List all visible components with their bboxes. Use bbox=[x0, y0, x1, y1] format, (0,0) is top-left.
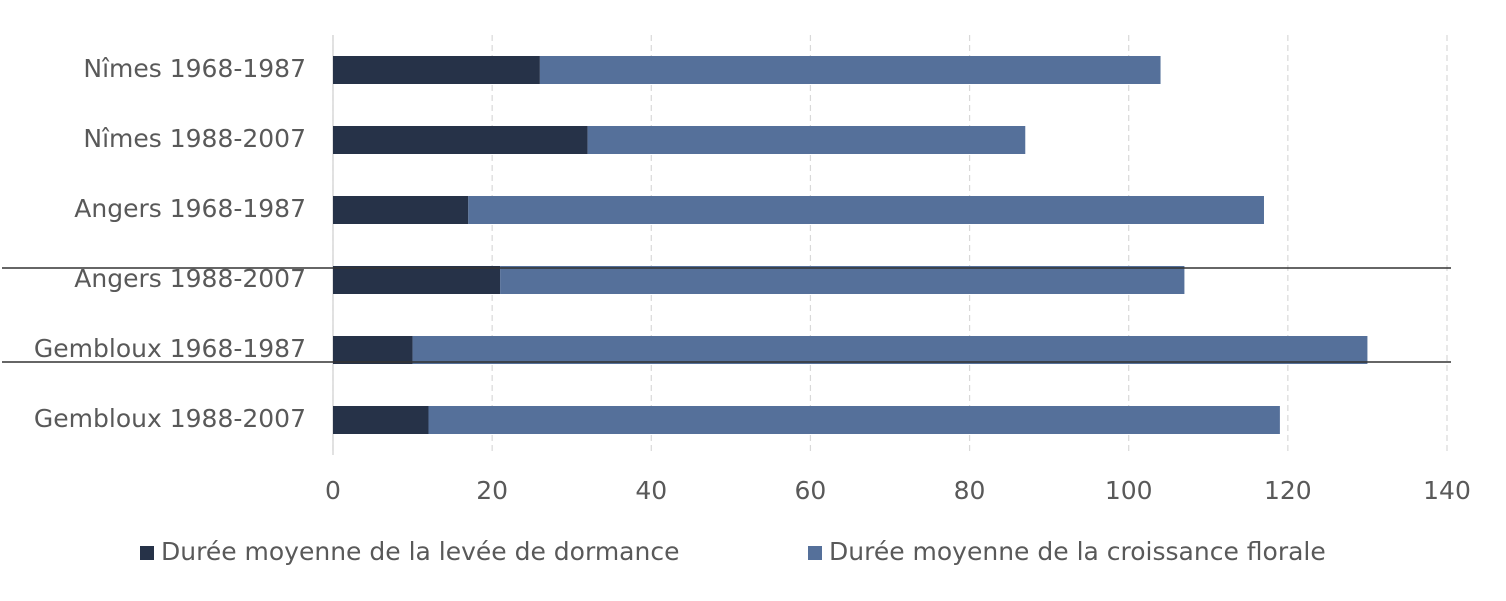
bar-segment bbox=[539, 56, 1161, 84]
bar-segment bbox=[468, 196, 1264, 224]
bar-segment bbox=[333, 196, 469, 224]
x-tick-label: 100 bbox=[1105, 476, 1153, 505]
x-tick-label: 120 bbox=[1264, 476, 1312, 505]
y-tick-label: Angers 1968-1987 bbox=[74, 194, 306, 223]
bar-segment bbox=[333, 406, 429, 434]
x-tick-label: 140 bbox=[1423, 476, 1471, 505]
bar-segment bbox=[587, 126, 1026, 154]
labels: 0 20 40 60 80 100 120 140 Nîmes 1968-1987 Nîmes 1… bbox=[34, 54, 1471, 566]
legend-label: Durée moyenne de la croissance florale bbox=[829, 537, 1326, 566]
legend-label: Durée moyenne de la levée de dormance bbox=[161, 537, 679, 566]
y-tick-label: Gembloux 1988-2007 bbox=[34, 404, 306, 433]
bar-segment bbox=[333, 56, 540, 84]
bar-segment bbox=[428, 406, 1280, 434]
x-tick-label: 60 bbox=[795, 476, 827, 505]
y-tick-label: Angers 1988-2007 bbox=[74, 264, 306, 293]
y-tick-label: Nîmes 1968-1987 bbox=[83, 54, 306, 83]
grid bbox=[332, 35, 1448, 455]
x-tick-label: 40 bbox=[635, 476, 667, 505]
x-tick-label: 80 bbox=[954, 476, 986, 505]
bar-segment bbox=[333, 126, 588, 154]
legend-marker bbox=[808, 546, 822, 560]
bars bbox=[333, 56, 1368, 434]
y-tick-label: Nîmes 1988-2007 bbox=[83, 124, 306, 153]
x-tick-label: 20 bbox=[476, 476, 508, 505]
bar-segment bbox=[333, 266, 501, 294]
legend-marker bbox=[140, 546, 154, 560]
x-tick-label: 0 bbox=[325, 476, 341, 505]
bar-segment bbox=[500, 266, 1185, 294]
y-tick-label: Gembloux 1968-1987 bbox=[34, 334, 306, 363]
bar-segment bbox=[333, 336, 413, 364]
bar-segment bbox=[412, 336, 1368, 364]
